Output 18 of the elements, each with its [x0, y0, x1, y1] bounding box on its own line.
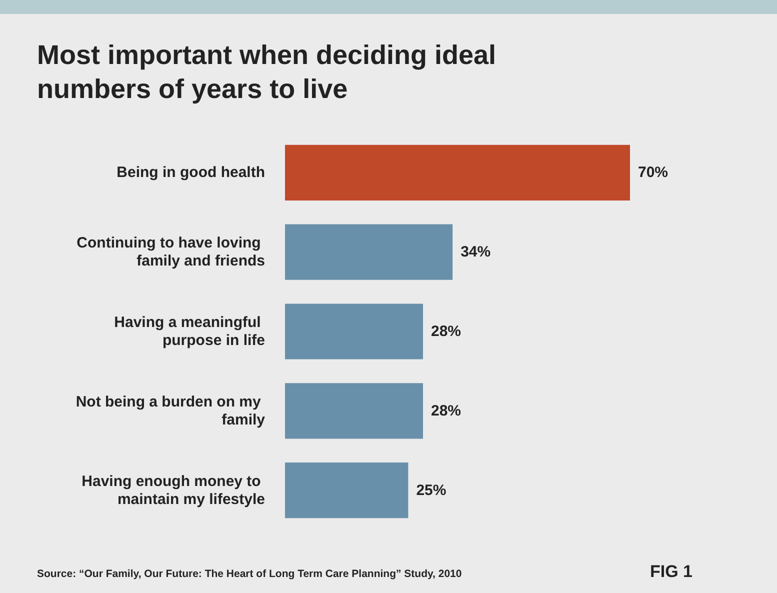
bar: [285, 224, 453, 280]
data-label: 28%: [431, 402, 462, 420]
y-tick-label: Continuing to have loving family and friends: [76, 234, 265, 270]
data-label: 28%: [431, 323, 462, 340]
bar: [285, 462, 408, 518]
y-tick-label: Being in good health: [116, 164, 265, 182]
bar: [285, 304, 423, 360]
data-label: 34%: [460, 244, 491, 261]
y-tick-label: Having enough money to maintain my lifestyle: [82, 472, 265, 508]
y-tick-label: Not being a burden on my family: [76, 393, 266, 428]
bar: [285, 144, 630, 200]
chart-title: Most important when deciding ideal numbers of years to live: [37, 39, 498, 106]
data-label: 25%: [416, 482, 446, 499]
bar: [285, 383, 423, 439]
y-tick-label: Having a meaningful purpose in life: [114, 314, 265, 349]
caption: FIG 1: [650, 562, 693, 582]
data-label: 70%: [638, 164, 668, 182]
source-note: Source: “Our Family, Our Future: The Heart of Long Term Care Planning” Study, 2010: [37, 568, 462, 580]
